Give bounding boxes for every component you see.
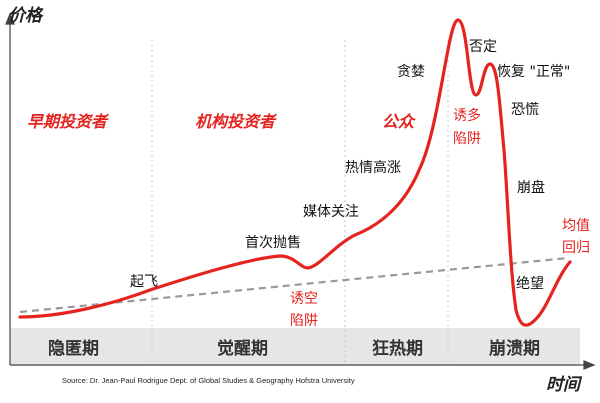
phase-band — [10, 328, 580, 365]
mean-reversion-label-line1: 均值 — [562, 218, 590, 234]
phase-label-mania: 狂热期 — [372, 338, 423, 359]
stage-label-despair: 绝望 — [516, 276, 544, 292]
stage-label-enthusiasm: 热情高涨 — [345, 159, 401, 176]
phase-dividers — [151, 40, 449, 365]
bear-trap-label-line2: 陷阱 — [290, 313, 318, 329]
phase-label-stealth: 隐匿期 — [48, 338, 99, 359]
group-label-public: 公众 — [382, 112, 416, 131]
group-label-early-investors: 早期投资者 — [27, 112, 110, 131]
bull-trap-label-line2: 陷阱 — [453, 131, 481, 147]
group-label-institutional-investors: 机构投资者 — [195, 112, 278, 131]
x-axis-arrow — [583, 360, 596, 370]
stage-label-return-to-normal: 恢复 "正常" — [497, 63, 570, 80]
mean-reversion-label-line2: 回归 — [562, 239, 590, 256]
bull-trap-label-line1: 诱多 — [453, 107, 481, 124]
stage-label-greed: 贪婪 — [397, 64, 425, 80]
axes — [5, 12, 596, 370]
stage-label-takeoff: 起飞 — [130, 274, 158, 290]
price-curve — [18, 18, 572, 327]
phase-label-blowoff: 崩溃期 — [489, 338, 540, 359]
y-axis-title: 价格 — [8, 6, 44, 26]
mean-trend-line — [19, 256, 569, 314]
x-axis-title: 时间 — [546, 375, 583, 395]
stage-label-denial: 否定 — [469, 39, 497, 55]
stage-label-fear: 恐慌 — [511, 102, 539, 118]
source-credit: Source: Dr. Jean-Paul Rodrigue Dept. of … — [62, 376, 355, 385]
stage-label-media-attention: 媒体关注 — [303, 204, 359, 220]
stage-label-first-sell-off: 首次抛售 — [245, 235, 301, 251]
phase-label-awareness: 觉醒期 — [217, 338, 268, 359]
stage-label-capitulation: 崩盘 — [517, 179, 545, 196]
y-axis-arrow — [5, 12, 15, 25]
bear-trap-label-line1: 诱空 — [290, 291, 318, 307]
